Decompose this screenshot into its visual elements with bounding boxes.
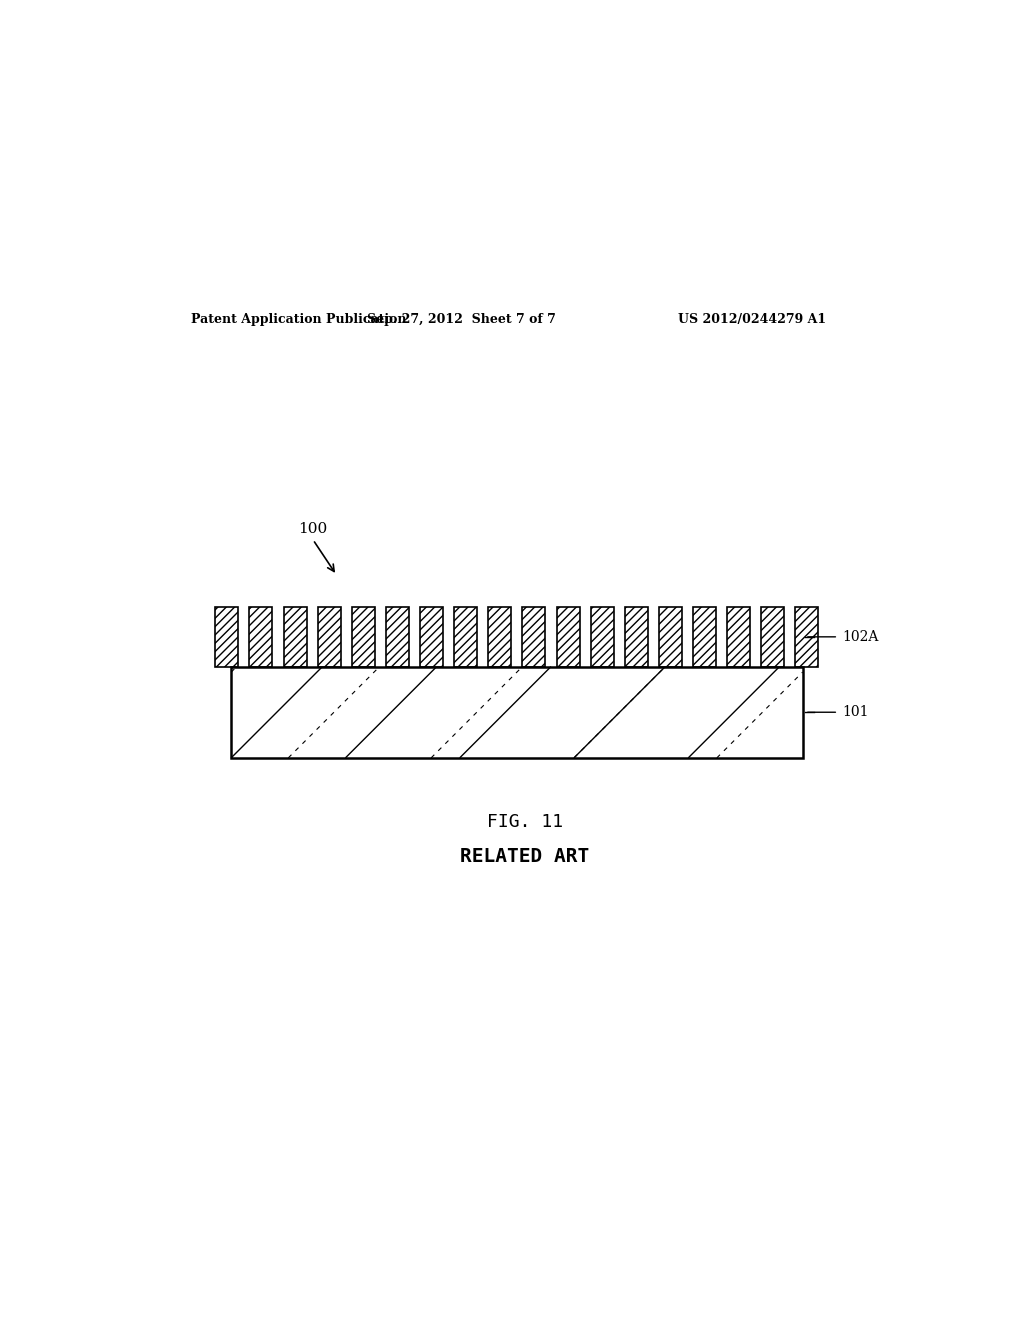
- Bar: [352, 607, 375, 667]
- Bar: [522, 607, 546, 667]
- Bar: [557, 607, 580, 667]
- Bar: [625, 607, 648, 667]
- Bar: [591, 607, 613, 667]
- Bar: [488, 607, 511, 667]
- Bar: [796, 607, 818, 667]
- Text: Sep. 27, 2012  Sheet 7 of 7: Sep. 27, 2012 Sheet 7 of 7: [367, 313, 556, 326]
- Bar: [420, 607, 443, 667]
- Bar: [250, 607, 272, 667]
- Bar: [215, 607, 239, 667]
- Bar: [658, 607, 682, 667]
- Bar: [317, 607, 341, 667]
- Text: Patent Application Publication: Patent Application Publication: [191, 313, 407, 326]
- Bar: [727, 607, 751, 667]
- Bar: [386, 607, 409, 667]
- Text: FIG. 11: FIG. 11: [486, 813, 563, 832]
- Text: US 2012/0244279 A1: US 2012/0244279 A1: [678, 313, 826, 326]
- Text: 101: 101: [842, 705, 868, 719]
- Bar: [761, 607, 784, 667]
- Bar: [693, 607, 716, 667]
- Text: RELATED ART: RELATED ART: [460, 846, 590, 866]
- Text: 102A: 102A: [842, 630, 879, 644]
- Bar: [284, 607, 306, 667]
- Bar: [231, 667, 803, 758]
- Bar: [455, 607, 477, 667]
- Bar: [231, 667, 803, 758]
- Text: 100: 100: [299, 521, 328, 536]
